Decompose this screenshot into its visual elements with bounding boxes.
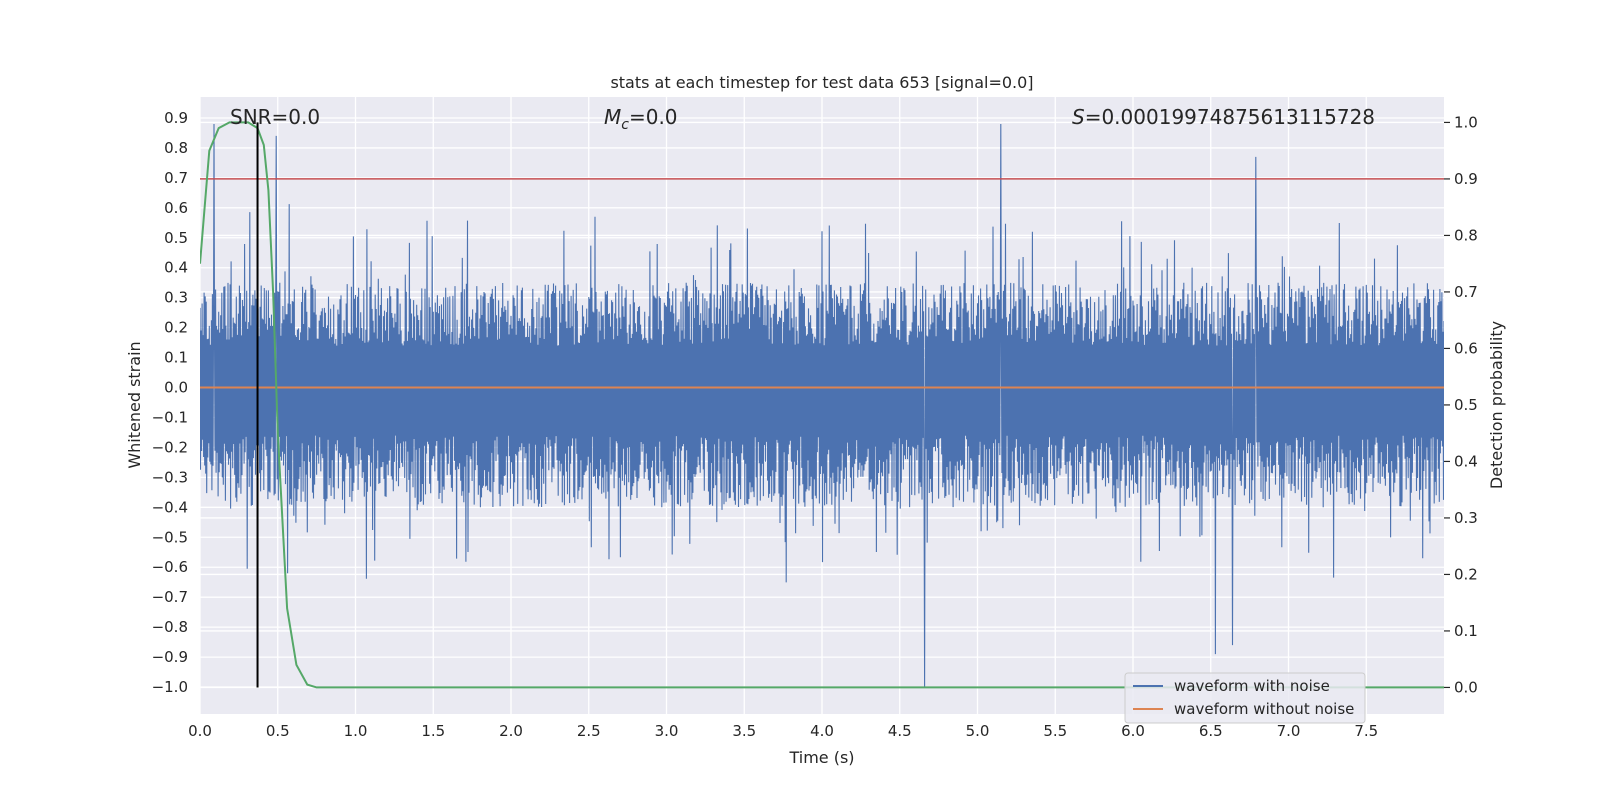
y2-tick-label: 0.6: [1454, 339, 1478, 357]
x-tick-label: 7.5: [1354, 722, 1378, 740]
y-tick-label: 0.4: [164, 259, 188, 277]
y-tick-label: −0.1: [152, 408, 188, 426]
y-tick-label: −0.3: [152, 468, 188, 486]
y-tick-label: −0.5: [152, 528, 188, 546]
y-tick-label: −0.8: [152, 618, 188, 636]
mc-annotation: Mc=0.0: [604, 105, 678, 133]
y-tick-label: 0.7: [164, 169, 188, 187]
y-tick-label: 0.3: [164, 289, 188, 307]
y-tick-label: 0.5: [164, 229, 188, 247]
mc-subscript: c: [621, 117, 629, 133]
y2-axis-label: Detection probability: [1487, 321, 1506, 489]
x-tick-label: 5.5: [1043, 722, 1067, 740]
y-tick-label: −0.7: [152, 588, 188, 606]
x-axis-label: Time (s): [788, 748, 854, 767]
s-symbol: S: [1072, 105, 1085, 129]
mc-symbol: M: [604, 105, 621, 129]
x-tick-label: 7.0: [1277, 722, 1301, 740]
mc-value: =0.0: [629, 105, 678, 129]
y2-tick-label: 0.4: [1454, 452, 1478, 470]
x-tick-label: 1.5: [421, 722, 445, 740]
noise-waveform-series: [200, 123, 1444, 688]
y2-tick-label: 0.8: [1454, 226, 1478, 244]
x-tick-label: 0.0: [188, 722, 212, 740]
snr-annotation: SNR=0.0: [230, 105, 320, 129]
y-tick-labels: 0.9 0.8 0.7 0.6 0.5 0.4 0.3 0.2 0.1 0.0 −0.1 −0.2 −0…: [152, 109, 188, 696]
x-tick-label: 4.5: [888, 722, 912, 740]
x-tick-label: 3.0: [655, 722, 679, 740]
y-tick-label: 0.2: [164, 319, 188, 337]
x-tick-labels: 0.0 0.5 1.0 1.5 2.0 2.5 3.0 3.5 4.0 4.5 5.0 5.5 6.0 6…: [188, 722, 1378, 740]
y-tick-label: −0.4: [152, 498, 188, 516]
y-tick-label: 0.6: [164, 199, 188, 217]
chart-title: stats at each timestep for test data 653…: [610, 73, 1033, 92]
legend-label-clean: waveform without noise: [1174, 700, 1354, 718]
plot-area: [200, 121, 1444, 689]
s-annotation: S=0.00019974875613115728: [1072, 105, 1375, 129]
x-tick-label: 4.0: [810, 722, 834, 740]
y2-tick-label: 0.2: [1454, 565, 1478, 583]
y-tick-label: −0.9: [152, 648, 188, 666]
y-tick-label: 0.0: [164, 379, 188, 397]
probability-series-line: [200, 121, 1444, 689]
y-tick-label: 0.1: [164, 349, 188, 367]
y2-tick-label: 0.7: [1454, 283, 1478, 301]
y-tick-label: −1.0: [152, 678, 188, 696]
y-tick-label: 0.9: [164, 109, 188, 127]
y-axis-label: Whitened strain: [125, 341, 144, 468]
s-value: =0.00019974875613115728: [1085, 105, 1375, 129]
y2-tick-label: 0.9: [1454, 170, 1478, 188]
y2-tick-label: 0.5: [1454, 396, 1478, 414]
y2-tick-label: 1.0: [1454, 113, 1478, 131]
y-tick-label: 0.8: [164, 139, 188, 157]
y2-tick-label: 0.1: [1454, 622, 1478, 640]
legend-label-noise: waveform with noise: [1174, 677, 1330, 695]
y2-tick-label: 0.3: [1454, 509, 1478, 527]
x-tick-label: 6.5: [1199, 722, 1223, 740]
y-tick-label: −0.6: [152, 558, 188, 576]
x-tick-label: 0.5: [266, 722, 290, 740]
x-tick-label: 6.0: [1121, 722, 1145, 740]
x-tick-label: 2.5: [577, 722, 601, 740]
y2-tick-labels: 1.0 0.9 0.8 0.7 0.6 0.5 0.4 0.3 0.2 0.1 0.0: [1444, 113, 1478, 696]
legend: waveform with noise waveform without noi…: [1124, 672, 1366, 724]
x-tick-label: 3.5: [732, 722, 756, 740]
x-tick-label: 2.0: [499, 722, 523, 740]
y-tick-label: −0.2: [152, 438, 188, 456]
y2-tick-label: 0.0: [1454, 678, 1478, 696]
x-tick-label: 5.0: [966, 722, 990, 740]
legend-box: [1124, 672, 1366, 724]
x-tick-label: 1.0: [344, 722, 368, 740]
